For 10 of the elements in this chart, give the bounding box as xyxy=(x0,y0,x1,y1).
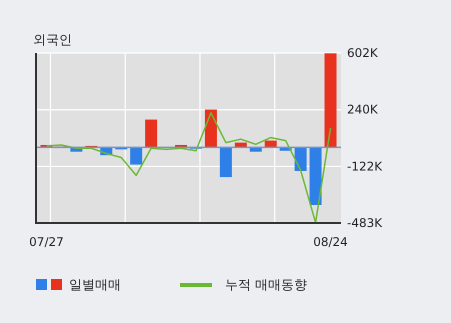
y-tick-label: 602K xyxy=(347,46,379,60)
legend-label: 일별매매 xyxy=(69,278,121,293)
chart-title: 외국인 xyxy=(33,33,72,48)
y-tick-label: -122K xyxy=(347,159,384,174)
y-tick-label: 240K xyxy=(347,102,379,117)
legend-일별매매: 일별매매 xyxy=(36,278,121,293)
y-tick-label: -483K xyxy=(347,216,384,230)
legend-label: 누적 매매동향 xyxy=(225,278,308,293)
x-tick-label: 07/27 xyxy=(29,235,64,249)
x-tick-label: 08/24 xyxy=(313,235,348,249)
